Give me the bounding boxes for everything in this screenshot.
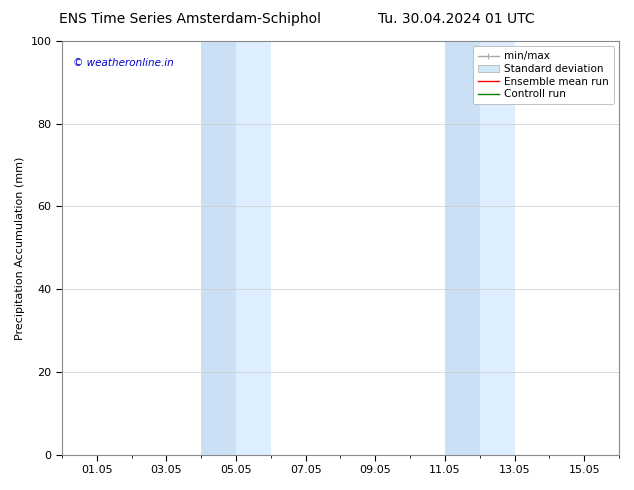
Y-axis label: Precipitation Accumulation (mm): Precipitation Accumulation (mm) xyxy=(15,156,25,340)
Bar xyxy=(201,41,236,455)
Text: Tu. 30.04.2024 01 UTC: Tu. 30.04.2024 01 UTC xyxy=(378,12,535,26)
Bar xyxy=(480,41,515,455)
Legend: min/max, Standard deviation, Ensemble mean run, Controll run: min/max, Standard deviation, Ensemble me… xyxy=(472,46,614,104)
Text: © weatheronline.in: © weatheronline.in xyxy=(73,58,174,68)
Text: ENS Time Series Amsterdam-Schiphol: ENS Time Series Amsterdam-Schiphol xyxy=(59,12,321,26)
Bar xyxy=(236,41,271,455)
Bar xyxy=(445,41,480,455)
